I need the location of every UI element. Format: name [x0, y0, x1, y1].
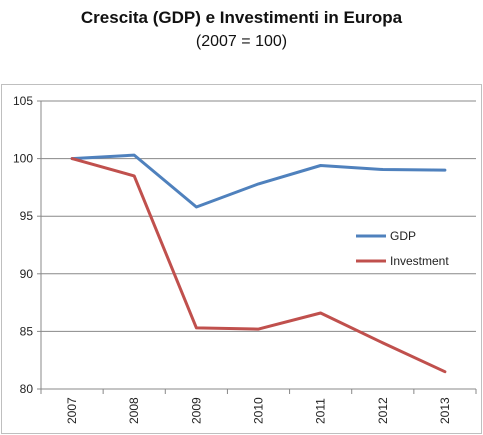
- x-tick-label: 2007: [65, 397, 79, 424]
- legend-label: Investment: [390, 254, 449, 268]
- series-line-investment: [70, 157, 447, 374]
- series-lines: [70, 153, 447, 374]
- chart-subtitle: (2007 = 100): [195, 33, 288, 50]
- y-tick-label: 80: [20, 382, 34, 396]
- y-tick-label: 85: [20, 324, 34, 338]
- y-axis-ticks: 80 85 90 95 100 105: [13, 94, 41, 396]
- gridlines: [41, 100, 476, 390]
- x-tick-label: 2009: [189, 397, 203, 424]
- axes: [40, 101, 476, 390]
- y-tick-label: 90: [20, 267, 34, 281]
- chart-title: Crescita (GDP) e Investimenti in Europa: [80, 8, 403, 27]
- legend-label: GDP: [390, 229, 416, 243]
- x-tick-label: 2010: [252, 397, 266, 424]
- x-tick-label: 2008: [127, 397, 141, 424]
- chart-outer-border: [1, 84, 482, 434]
- y-tick-label: 100: [13, 152, 33, 166]
- x-axis-ticks: 2007 2008 2009 2010 2011 2012 2013: [40, 389, 477, 424]
- x-tick-label: 2011: [314, 398, 328, 424]
- y-tick-label: 95: [20, 209, 34, 223]
- x-tick-label: 2012: [376, 397, 390, 424]
- legend: GDP Investment: [356, 229, 449, 268]
- series-line-gdp: [70, 153, 447, 209]
- x-tick-label: 2013: [438, 397, 452, 424]
- y-tick-label: 105: [13, 94, 33, 108]
